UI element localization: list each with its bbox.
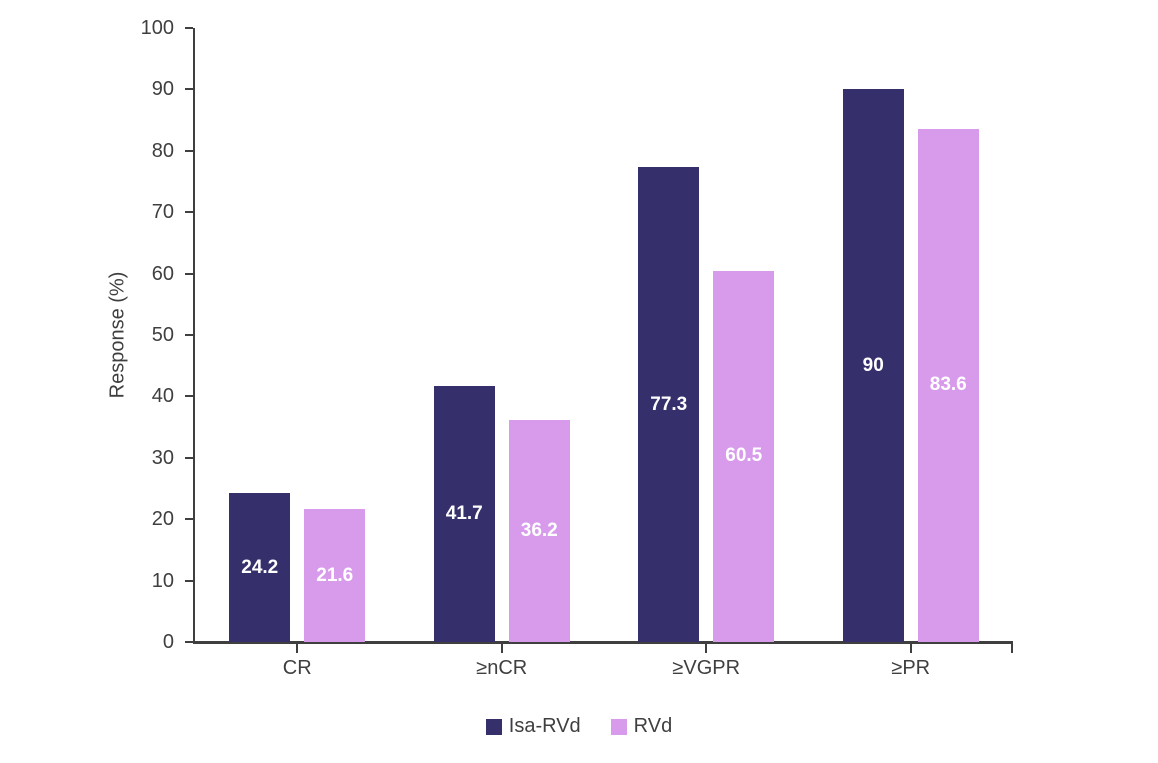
y-axis-tick xyxy=(185,149,193,152)
bar-isa-rvd: 90 xyxy=(842,89,904,642)
bar-value-label: 21.6 xyxy=(316,564,354,586)
x-axis-category-label: ≥nCR xyxy=(476,657,528,679)
x-axis-end-tick xyxy=(1011,644,1013,653)
y-axis-tick xyxy=(185,334,193,336)
bar-group: 77.3 60.5 xyxy=(604,28,809,642)
y-axis-tick xyxy=(185,211,193,214)
x-axis-category-label: CR xyxy=(282,657,312,679)
bar-value-label: 41.7 xyxy=(445,502,483,524)
legend-item-isa-rvd: Isa-RVd xyxy=(485,715,581,738)
x-axis-category-label: ≥PR xyxy=(891,657,931,679)
bar-value-label: 83.6 xyxy=(929,374,967,396)
x-axis-category-label: ≥VGPR xyxy=(672,657,741,679)
bar-value-label: 24.2 xyxy=(241,556,279,578)
y-axis-tick-label: 20 xyxy=(151,508,174,531)
y-axis-tick xyxy=(185,272,193,275)
y-axis-tick xyxy=(185,456,193,459)
bar-value-label: 90 xyxy=(862,354,884,376)
y-axis-tick xyxy=(185,27,193,29)
y-axis-tick xyxy=(185,518,193,521)
y-axis-tick xyxy=(185,579,193,582)
x-axis-tick xyxy=(705,644,708,653)
y-axis-tick-label: 30 xyxy=(151,446,174,469)
x-axis-tick xyxy=(296,644,299,653)
bar-isa-rvd: 77.3 xyxy=(638,167,700,642)
legend: Isa-RVd RVd xyxy=(0,715,1158,738)
legend-item-rvd: RVd xyxy=(610,715,673,738)
y-axis-tick xyxy=(185,88,193,91)
bar-rvd: 83.6 xyxy=(917,128,979,642)
legend-label-isa-rvd: Isa-RVd xyxy=(508,715,581,737)
y-axis-tick-label: 10 xyxy=(151,569,174,592)
legend-swatch-isa-rvd xyxy=(485,718,502,735)
bar-group: 90 83.6 xyxy=(809,28,1014,642)
y-axis-tick-label: 40 xyxy=(151,385,174,408)
bar-value-label: 60.5 xyxy=(725,445,763,467)
y-axis-tick xyxy=(185,395,193,398)
y-axis-tick xyxy=(185,641,193,643)
bar-group: 24.2 21.6 xyxy=(195,28,400,642)
y-axis-tick-label: 0 xyxy=(162,631,174,653)
bar-rvd: 21.6 xyxy=(304,509,366,642)
y-axis-tick-label: 70 xyxy=(151,201,174,224)
y-axis-tick-label: 90 xyxy=(151,78,174,101)
bar-rvd: 60.5 xyxy=(713,270,775,642)
legend-label-rvd: RVd xyxy=(633,715,673,737)
bar-isa-rvd: 24.2 xyxy=(229,493,291,642)
bar-rvd: 36.2 xyxy=(508,419,570,642)
bar-isa-rvd: 41.7 xyxy=(433,385,495,642)
bar-group: 41.7 36.2 xyxy=(400,28,605,642)
y-axis-tick-label: 60 xyxy=(151,262,174,285)
bar-value-label: 77.3 xyxy=(650,393,688,415)
y-axis-tick-label: 100 xyxy=(140,17,174,39)
y-axis-tick-label: 80 xyxy=(151,139,174,162)
bar-value-label: 36.2 xyxy=(520,519,558,541)
bar-groups: 24.2 21.6 41.7 36.2 77.3 60.5 90 83.6 xyxy=(195,28,1013,642)
y-axis-title: Response (%) xyxy=(106,271,129,399)
x-axis-line xyxy=(193,641,1013,644)
legend-swatch-rvd xyxy=(610,718,627,735)
x-axis-tick xyxy=(909,644,912,653)
y-axis-tick-label: 50 xyxy=(151,324,174,346)
y-axis-line xyxy=(193,28,195,642)
plot-area: 24.2 21.6 41.7 36.2 77.3 60.5 90 83.6 0 10 20 30 40… xyxy=(141,17,1013,679)
x-axis-tick xyxy=(500,644,503,653)
